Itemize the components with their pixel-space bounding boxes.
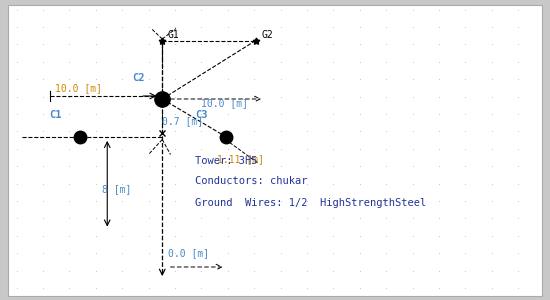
Text: Tower: 3H5: Tower: 3H5: [195, 155, 258, 166]
Text: G2: G2: [261, 29, 273, 40]
Text: 0.0 [m]: 0.0 [m]: [168, 248, 209, 259]
Text: 8 [m]: 8 [m]: [102, 184, 131, 194]
Text: G1: G1: [168, 29, 179, 40]
Text: 10.0 [m]: 10.0 [m]: [55, 83, 102, 94]
Text: C2: C2: [132, 73, 145, 83]
Text: Conductors: chukar: Conductors: chukar: [195, 176, 308, 187]
Text: 0.7 [m]: 0.7 [m]: [162, 116, 204, 127]
Text: C1: C1: [50, 110, 62, 121]
Text: 10.0 [m]: 10.0 [m]: [201, 98, 248, 109]
FancyBboxPatch shape: [8, 4, 542, 296]
Text: 1.11 [m]: 1.11 [m]: [217, 154, 264, 164]
Text: C3: C3: [195, 110, 208, 121]
Text: Ground  Wires: 1/2  HighStrengthSteel: Ground Wires: 1/2 HighStrengthSteel: [195, 197, 426, 208]
